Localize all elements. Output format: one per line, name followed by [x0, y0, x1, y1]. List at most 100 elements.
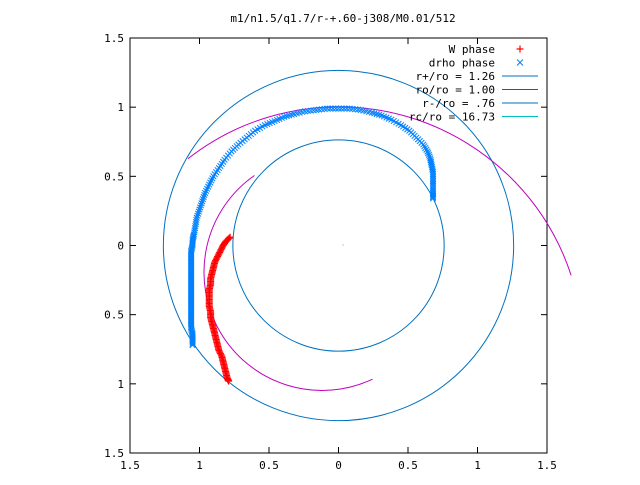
marker-cross-b: [195, 208, 202, 215]
x-tick-label: 0: [335, 459, 342, 472]
marker-cross-b: [425, 151, 433, 159]
data-point: [324, 105, 331, 112]
marker-cross-b: [335, 105, 342, 112]
marker-cross-b: [199, 198, 206, 205]
marker-cross-b: [193, 214, 200, 221]
data-point: [424, 148, 431, 155]
data-point: [194, 212, 201, 219]
marker-cross-b: [393, 119, 400, 126]
marker-cross-b: [371, 110, 378, 117]
marker-cross-b: [429, 192, 437, 199]
x-tick-label: 1.5: [537, 459, 557, 472]
data-point: [198, 200, 205, 207]
series-plus: [205, 233, 234, 385]
marker-cross-b: [424, 148, 431, 155]
marker-cross-b: [357, 106, 364, 114]
reference-circle: [162, 69, 515, 422]
data-point: [338, 105, 345, 112]
data-point: [429, 192, 437, 199]
marker-cross-b: [199, 196, 207, 203]
marker-cross-b: [383, 114, 390, 121]
reference-arc: [187, 106, 572, 276]
marker-cross-b: [197, 204, 204, 211]
data-point: [343, 105, 350, 112]
marker-cross-b: [192, 218, 200, 226]
x-tick-label: 1.5: [120, 459, 140, 472]
data-point: [429, 195, 437, 202]
marker-cross-b: [332, 105, 339, 112]
marker-cross-b: [200, 193, 207, 201]
marker-cross-b: [427, 156, 434, 164]
data-point: [199, 198, 206, 205]
marker-cross-b: [388, 116, 395, 123]
data-point: [429, 193, 437, 201]
marker-cross-b: [191, 227, 198, 234]
data-point: [329, 105, 337, 112]
marker-cross-b: [191, 225, 199, 232]
legend-label: W phase: [449, 43, 495, 56]
y-tick-label: 1.5: [104, 447, 124, 460]
marker-cross-b: [363, 108, 370, 115]
axis-ticks: 1.5 1 0.5 0 0.5 1 1.51.510.500.511.5: [104, 32, 557, 472]
reference-circle: [232, 139, 445, 352]
marker-cross-b: [368, 109, 376, 116]
data-point: [225, 377, 233, 385]
marker-cross-b: [427, 155, 434, 162]
y-tick-label: 0.5: [104, 309, 124, 322]
marker-cross-b: [188, 250, 195, 257]
x-tick-label: 0.5: [259, 459, 279, 472]
marker-cross-b: [338, 105, 345, 112]
marker-cross-b: [380, 113, 388, 120]
marker-cross-b: [395, 120, 402, 127]
marker-cross-b: [193, 216, 200, 224]
y-tick-label: 0.5: [104, 170, 124, 183]
reference-circles: [162, 69, 572, 422]
y-tick-label: 1: [117, 378, 124, 391]
marker-cross-b: [327, 105, 334, 112]
data-point: [340, 105, 348, 112]
legend-label: ro/ro = 1.00: [416, 84, 495, 97]
x-tick-label: 0.5: [398, 459, 418, 472]
chart-title: m1/n1.5/q1.7/r-+.60-j308/M0.01/512: [230, 12, 455, 25]
marker-cross-b: [390, 117, 397, 125]
legend-swatch: [516, 45, 524, 53]
marker-cross-b: [354, 106, 362, 113]
data-point: [194, 210, 202, 217]
marker-cross-b: [428, 163, 436, 171]
data-point: [196, 206, 203, 213]
marker-cross-b: [429, 165, 436, 172]
marker-cross-b: [324, 105, 331, 112]
marker-cross-b: [189, 239, 196, 246]
marker-cross-b: [329, 105, 337, 112]
data-point: [332, 105, 339, 112]
marker-cross-b: [378, 112, 385, 119]
marker-cross-b: [429, 195, 437, 202]
marker-cross-b: [343, 105, 350, 112]
marker-cross-b: [191, 229, 198, 236]
marker-cross-b: [365, 108, 373, 116]
data-point: [425, 150, 432, 157]
legend-label: r-/ro = .76: [422, 97, 495, 110]
marker-cross-b: [360, 107, 367, 114]
marker-cross-b: [194, 210, 202, 217]
y-tick-label: 1: [117, 101, 124, 114]
data-point: [201, 191, 208, 199]
marker-cross-b: [428, 160, 435, 167]
data-point: [335, 105, 342, 112]
data-point: [426, 153, 433, 160]
data-series: [188, 105, 437, 385]
marker-cross-b: [428, 162, 435, 169]
marker-cross-b: [352, 106, 359, 113]
marker-cross-b: [190, 231, 198, 238]
marker-cross-b: [376, 111, 383, 118]
origin-dot: [342, 244, 344, 246]
marker-cross-b: [425, 150, 432, 157]
x-tick-label: 1: [474, 459, 481, 472]
data-point: [199, 196, 207, 203]
reference-arc: [203, 175, 373, 391]
marker-cross-b: [194, 212, 201, 219]
marker-cross-b: [192, 220, 199, 228]
data-point: [193, 214, 200, 221]
data-point: [425, 151, 433, 159]
